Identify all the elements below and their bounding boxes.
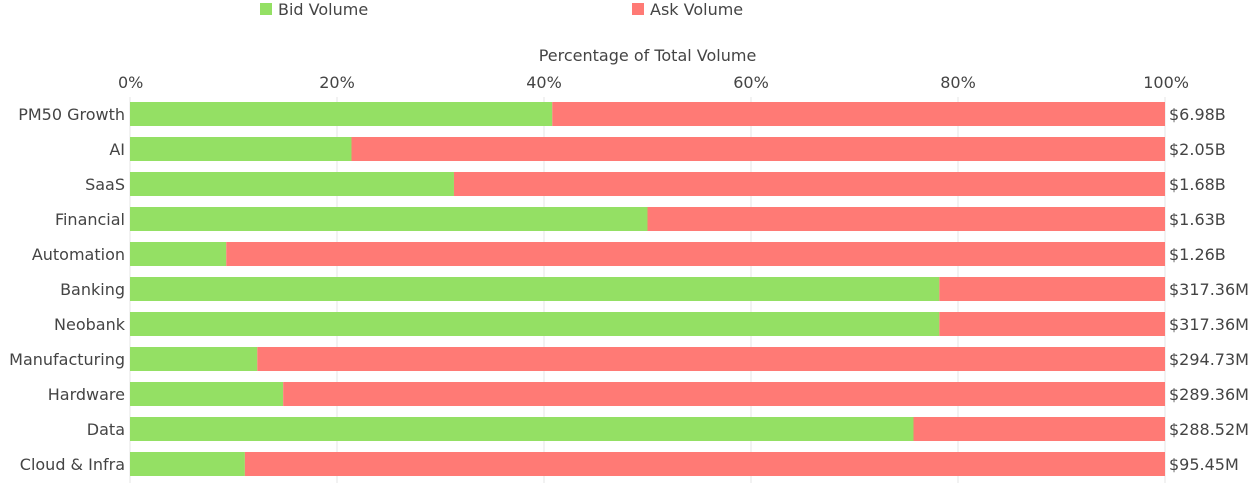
total-label-5: $317.36M (1169, 280, 1249, 299)
category-labels: PM50 Growth AI SaaS Financial Automation Bank… (9, 105, 126, 474)
bars (130, 102, 1166, 476)
bar-bid-10 (130, 452, 245, 476)
bar-ask-5 (939, 277, 1165, 301)
total-labels: $6.98B $2.05B $1.68B $1.63B $1.26B $317.36M $3… (1169, 105, 1249, 474)
category-label-0: PM50 Growth (18, 105, 125, 124)
bar-bid-6 (130, 312, 940, 336)
category-label-9: Data (87, 420, 125, 439)
legend-label-1: Ask Volume (650, 0, 743, 19)
bar-bid-7 (130, 347, 258, 371)
bar-bid-3 (130, 207, 648, 231)
total-label-1: $2.05B (1169, 140, 1226, 159)
x-tick-label-4: 80% (940, 73, 976, 92)
category-label-3: Financial (55, 210, 125, 229)
bar-bid-8 (130, 382, 284, 406)
total-label-3: $1.63B (1169, 210, 1226, 229)
legend-swatch-0 (260, 3, 272, 15)
category-label-10: Cloud & Infra (20, 455, 125, 474)
bar-bid-9 (130, 417, 914, 441)
x-tick-label-3: 60% (733, 73, 769, 92)
bar-ask-3 (647, 207, 1165, 231)
x-tick-label-1: 20% (319, 73, 355, 92)
bar-bid-4 (130, 242, 227, 266)
bar-bid-1 (130, 137, 352, 161)
bar-ask-2 (453, 172, 1166, 196)
total-label-6: $317.36M (1169, 315, 1249, 334)
category-label-8: Hardware (48, 385, 125, 404)
total-label-0: $6.98B (1169, 105, 1226, 124)
total-label-2: $1.68B (1169, 175, 1226, 194)
total-label-8: $289.36M (1169, 385, 1249, 404)
legend: Bid Volume Ask Volume (260, 0, 743, 19)
x-axis-ticks: 0% 20% 40% 60% 80% 100% (118, 73, 1189, 92)
bar-bid-2 (130, 172, 454, 196)
bar-ask-10 (244, 452, 1165, 476)
x-tick-label-0: 0% (118, 73, 143, 92)
legend-label-0: Bid Volume (278, 0, 368, 19)
total-label-9: $288.52M (1169, 420, 1249, 439)
total-label-10: $95.45M (1169, 455, 1239, 474)
x-tick-label-2: 40% (526, 73, 562, 92)
bar-ask-9 (913, 417, 1165, 441)
category-label-2: SaaS (85, 175, 125, 194)
bar-ask-1 (351, 137, 1165, 161)
total-label-4: $1.26B (1169, 245, 1226, 264)
bar-ask-8 (283, 382, 1165, 406)
total-label-7: $294.73M (1169, 350, 1249, 369)
legend-swatch-1 (632, 3, 644, 15)
bar-bid-5 (130, 277, 940, 301)
bar-ask-0 (552, 102, 1165, 126)
category-label-1: AI (109, 140, 125, 159)
category-label-7: Manufacturing (9, 350, 125, 369)
bar-ask-6 (939, 312, 1165, 336)
x-tick-label-5: 100% (1143, 73, 1189, 92)
category-label-5: Banking (60, 280, 125, 299)
bar-bid-0 (130, 102, 553, 126)
bar-ask-4 (226, 242, 1165, 266)
category-label-4: Automation (32, 245, 125, 264)
category-label-6: Neobank (54, 315, 126, 334)
bar-ask-7 (257, 347, 1165, 371)
x-axis-title: Percentage of Total Volume (539, 46, 757, 65)
